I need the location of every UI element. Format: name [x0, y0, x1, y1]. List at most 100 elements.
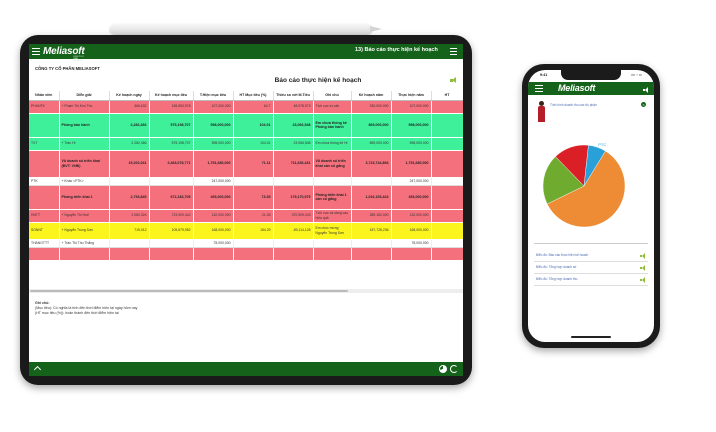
- table-cell: Phòng triển khai 1: [59, 185, 110, 210]
- table-row[interactable]: HNTT + Nguyễn Thị Huế 2,080,324 723,909,442…: [29, 209, 463, 223]
- pie-slice[interactable]: [546, 150, 626, 228]
- status-time: 9:41: [540, 73, 548, 77]
- table-cell: 132,000,000: [391, 209, 432, 223]
- table-cell: 869,000,000: [351, 137, 392, 151]
- table-cell: [351, 177, 392, 186]
- hamburger-icon[interactable]: [532, 81, 546, 96]
- table-cell: [431, 239, 463, 248]
- column-header[interactable]: Diễn giải: [59, 91, 110, 101]
- table-cell: [351, 247, 392, 261]
- table-cell: 2,282,466: [109, 137, 150, 151]
- table-cell: 575,198,707: [149, 113, 194, 138]
- status-icons: ▪▪▪ ◔ ▭: [631, 73, 642, 77]
- assistant-row: Tình hình doanh thu các bộ phận ×: [534, 101, 648, 127]
- tablet-device: Meliasoft CONG TY CO PHAN MELIASOFT 13) …: [20, 35, 472, 385]
- table-row[interactable]: [29, 247, 463, 261]
- table-cell: [431, 137, 463, 151]
- home-indicator[interactable]: [571, 336, 611, 338]
- table-row[interactable]: Phòng bán hành 2,282,466 575,198,707 598,00…: [29, 113, 463, 138]
- phone-header-bar: Meliasoft: [528, 82, 654, 95]
- chart-icon[interactable]: [439, 365, 447, 373]
- table-cell: 3,723,744,894: [351, 150, 392, 178]
- table-cell: 1,016,153,424: [351, 185, 392, 210]
- table-cell: 78,000,000: [391, 239, 432, 248]
- table-row[interactable]: PHUNTK + Phạm Thị Kim Thu 366,632 155,553,9…: [29, 100, 463, 114]
- table-row[interactable]: THANGTTT + Trần Thị Thu Thắng 78,000,000 78…: [29, 239, 463, 248]
- hamburger-icon[interactable]: [29, 44, 43, 59]
- table-cell: [273, 239, 314, 248]
- table-cell: [233, 239, 274, 248]
- column-header[interactable]: HT: [431, 91, 463, 101]
- table-row[interactable]: SONNT + Nguyễn Trung Sơn 719,012 109,879,95…: [29, 222, 463, 240]
- table-cell: 289,160,000: [351, 209, 392, 223]
- table-row[interactable]: TXT + Trần Hi 2,282,466 575,198,707 598,000,…: [29, 137, 463, 151]
- table-cell: 2,282,466: [109, 113, 150, 138]
- table-cell: 493,000,000: [193, 185, 234, 210]
- table-cell: 869,000,000: [351, 113, 392, 138]
- table-cell: [109, 239, 150, 248]
- pie-slice[interactable]: [583, 145, 606, 187]
- table-cell: [431, 177, 463, 186]
- list-item[interactable]: Biểu đồ: Tổng hợp doanh thu: [534, 274, 648, 286]
- logo: Meliasoft CONG TY CO PHAN MELIASOFT: [43, 46, 85, 62]
- speaker-icon[interactable]: [643, 87, 649, 93]
- table-cell: Tích cực và nâng cao hiệu quả: [313, 209, 352, 223]
- table-cell: [313, 177, 352, 186]
- chevron-up-icon[interactable]: [33, 365, 42, 374]
- assistant-message: Tình hình doanh thu các bộ phận: [550, 103, 597, 107]
- table-row[interactable]: Vũ doanh số triển khai (ĐVT: VNĐ) 15,202,…: [29, 150, 463, 178]
- column-header[interactable]: Thiếu so với M.Tiêu: [273, 91, 314, 101]
- table-cell: 15,202,041: [109, 150, 150, 178]
- menu-lines-icon[interactable]: [450, 48, 457, 56]
- table-cell: 168,000,000: [193, 222, 234, 240]
- company-name: CÔNG TY CỔ PHẦN MELIASOFT: [35, 66, 100, 71]
- tablet-screen: Meliasoft CONG TY CO PHAN MELIASOFT 13) …: [29, 44, 463, 376]
- column-header[interactable]: T.Hiện mục tiêu: [193, 91, 234, 101]
- column-header[interactable]: Kế hoạch mục tiêu: [149, 91, 194, 101]
- column-header[interactable]: Kế hoạch năm: [351, 91, 392, 101]
- phone-screen: 9:41 ▪▪▪ ◔ ▭ Meliasoft Tình hình doanh t…: [528, 70, 654, 342]
- table-cell: Em chưa thống kê Hi: [313, 137, 352, 151]
- table-cell: 575,198,707: [149, 137, 194, 151]
- table-cell: 154.29: [233, 222, 274, 240]
- list-item[interactable]: Biểu đồ: Báo cáo thực hiện kế hoạch: [534, 250, 648, 262]
- table-cell: 104.01: [233, 113, 274, 138]
- table-cell: 48,978,973: [273, 100, 314, 114]
- table-cell: 2,080,324: [109, 209, 150, 223]
- column-header[interactable]: Ghi chú: [313, 91, 352, 101]
- table-cell: 107,000,000: [193, 100, 234, 114]
- table-cell: 598,000,000: [391, 113, 432, 138]
- table-cell: [29, 185, 60, 210]
- avatar: [537, 101, 546, 123]
- speaker-icon[interactable]: [640, 277, 646, 283]
- table-cell: 370,909,243: [273, 209, 314, 223]
- table-cell: -59,114,128: [273, 222, 314, 240]
- column-header[interactable]: Nhân viên: [29, 91, 60, 101]
- table-cell: TXT: [29, 137, 60, 151]
- column-header[interactable]: Kế hoạch ngày: [109, 91, 150, 101]
- stylus: [110, 24, 382, 34]
- table-cell: [431, 209, 463, 223]
- table-cell: 719,012: [109, 222, 150, 240]
- speaker-icon[interactable]: [450, 77, 457, 84]
- table-row[interactable]: Phòng triển khai 1 2,793,845 672,183,705 49…: [29, 185, 463, 210]
- list-item[interactable]: Biểu đồ: Tổng hợp doanh số: [534, 262, 648, 274]
- table-cell: [431, 113, 463, 138]
- window-title: 13) Báo cáo thực hiện kế hoạch: [355, 47, 438, 53]
- pie-slice[interactable]: [542, 156, 585, 205]
- table-cell: [273, 177, 314, 186]
- speaker-icon[interactable]: [640, 265, 646, 271]
- refresh-icon[interactable]: [450, 365, 458, 373]
- close-icon[interactable]: ×: [641, 102, 646, 107]
- table-header-row: Nhân viên Diễn giải Kế hoạch ngày Kế hoạch …: [29, 91, 463, 101]
- list-item-label: Biểu đồ: Tổng hợp doanh số: [536, 265, 577, 269]
- table-cell: 711,636,431: [273, 150, 314, 178]
- column-header[interactable]: HT Mục tiêu (%): [233, 91, 274, 101]
- table-cell: THANGTTT: [29, 239, 60, 248]
- table-cell: [351, 239, 392, 248]
- speaker-icon[interactable]: [640, 253, 646, 259]
- table-row[interactable]: PTK + Khác <PTK> 247,000,000 247,000,000: [29, 177, 463, 186]
- horizontal-scrollbar[interactable]: [29, 289, 463, 293]
- column-header[interactable]: Thực hiện năm: [391, 91, 432, 101]
